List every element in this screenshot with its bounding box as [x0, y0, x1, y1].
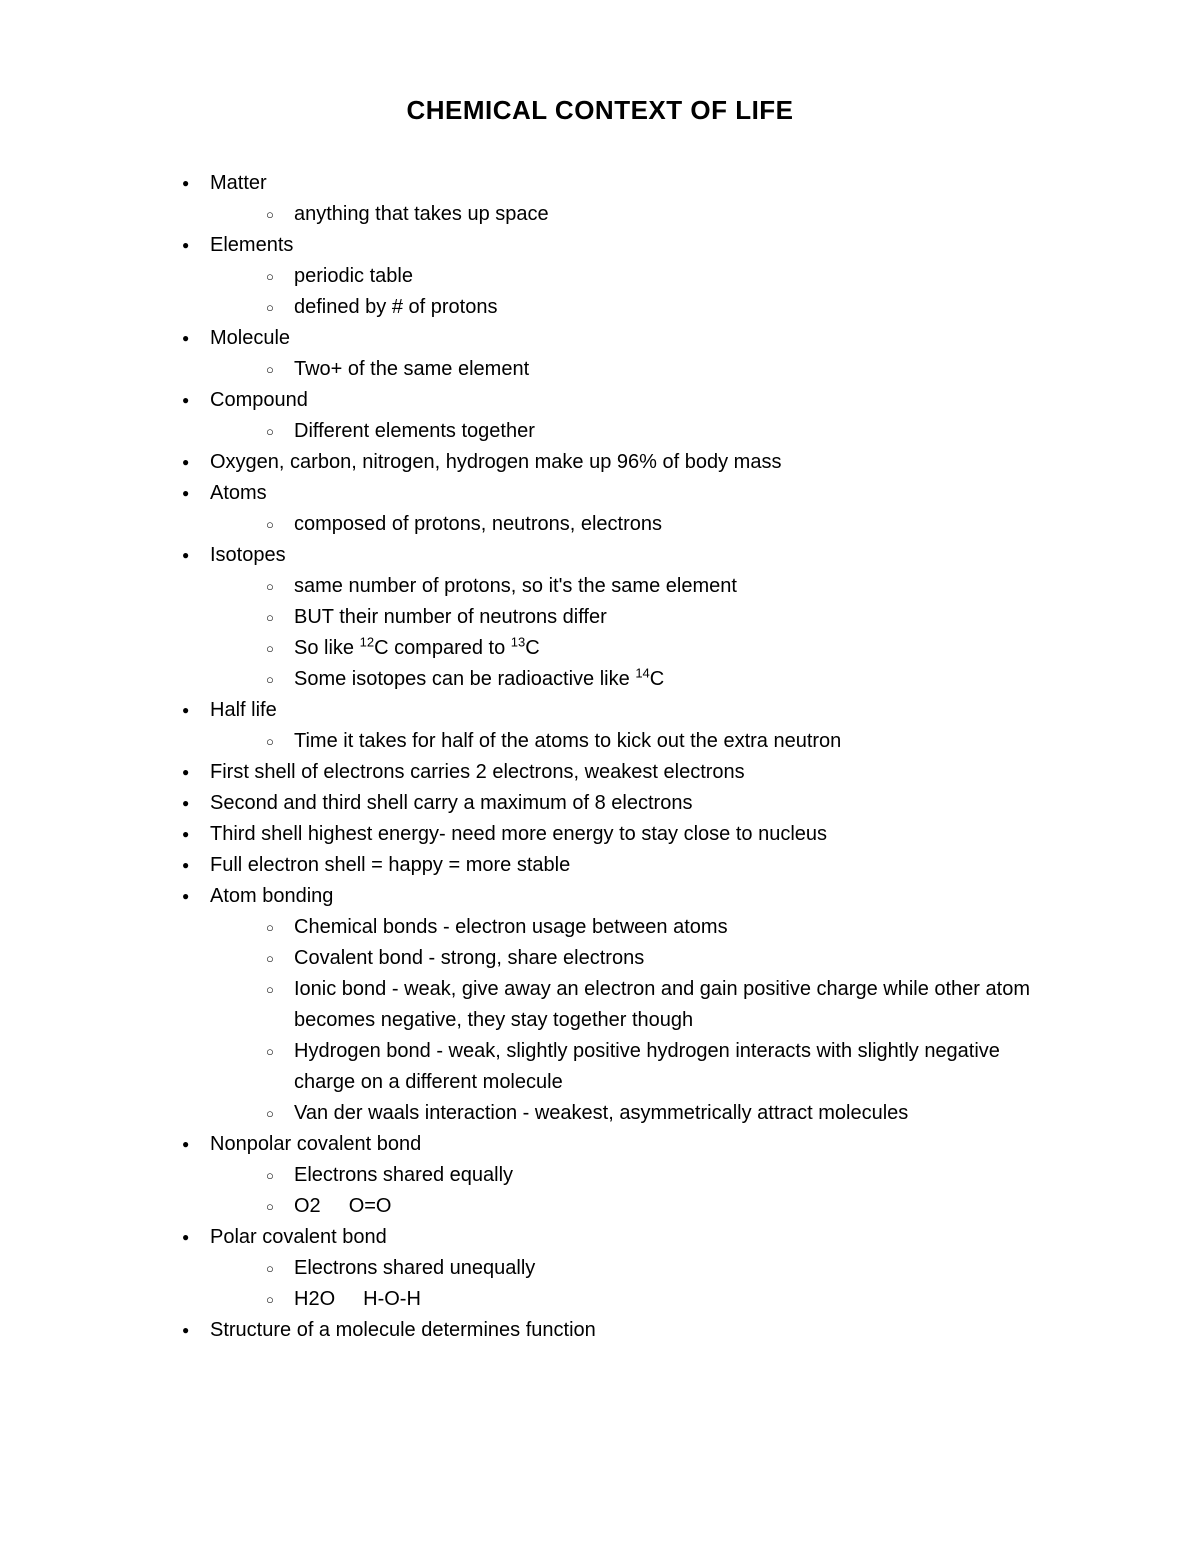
- sub-list: Electrons shared equallyO2O=O: [210, 1160, 1050, 1222]
- list-item-text: Atoms: [210, 482, 267, 504]
- sub-list-item: Different elements together: [266, 416, 1050, 447]
- list-item-text: Oxygen, carbon, nitrogen, hydrogen make …: [210, 451, 781, 473]
- list-item: Atoms composed of protons, neutrons, elec…: [182, 478, 1050, 540]
- sub-list: Different elements together: [210, 416, 1050, 447]
- sub-list: same number of protons, so it's the same…: [210, 571, 1050, 695]
- sub-list-item: Electrons shared equally: [266, 1160, 1050, 1191]
- list-item: Half life Time it takes for half of the a…: [182, 695, 1050, 757]
- list-item: Third shell highest energy- need more en…: [182, 819, 1050, 850]
- sub-list-item: Hydrogen bond - weak, slightly positive …: [266, 1036, 1050, 1098]
- sub-list-item: defined by # of protons: [266, 292, 1050, 323]
- list-item-text: Polar covalent bond: [210, 1226, 387, 1248]
- list-item: Molecule Two+ of the same element: [182, 323, 1050, 385]
- sub-list: Two+ of the same element: [210, 354, 1050, 385]
- list-item: Matter anything that takes up space: [182, 168, 1050, 230]
- list-item: Polar covalent bond Electrons shared uneq…: [182, 1222, 1050, 1315]
- list-item-text: Matter: [210, 172, 267, 194]
- sub-list-item: Chemical bonds - electron usage between …: [266, 912, 1050, 943]
- sub-list: Electrons shared unequallyH2OH-O-H: [210, 1253, 1050, 1315]
- outline-list: Matteranything that takes up spaceElemen…: [150, 168, 1050, 1346]
- sub-list-item: Time it takes for half of the atoms to k…: [266, 726, 1050, 757]
- list-item-text: First shell of electrons carries 2 elect…: [210, 761, 745, 783]
- list-item-text: Third shell highest energy- need more en…: [210, 823, 827, 845]
- list-item: Isotopes same number of protons, so it's …: [182, 540, 1050, 695]
- list-item-text: Compound: [210, 389, 308, 411]
- list-item-text: Second and third shell carry a maximum o…: [210, 792, 692, 814]
- list-item: Oxygen, carbon, nitrogen, hydrogen make …: [182, 447, 1050, 478]
- list-item-text: Isotopes: [210, 544, 286, 566]
- list-item: Full electron shell = happy = more stabl…: [182, 850, 1050, 881]
- sub-list-item: O2O=O: [266, 1191, 1050, 1222]
- sub-list-item: Two+ of the same element: [266, 354, 1050, 385]
- list-item: Atom bonding Chemical bonds - electron us…: [182, 881, 1050, 1129]
- sub-list: Time it takes for half of the atoms to k…: [210, 726, 1050, 757]
- sub-list: Chemical bonds - electron usage between …: [210, 912, 1050, 1129]
- sub-list: anything that takes up space: [210, 199, 1050, 230]
- sub-list-item: H2OH-O-H: [266, 1284, 1050, 1315]
- sub-list-item: Ionic bond - weak, give away an electron…: [266, 974, 1050, 1036]
- page-title: CHEMICAL CONTEXT OF LIFE: [150, 95, 1050, 126]
- list-item-text: Half life: [210, 699, 277, 721]
- list-item: First shell of electrons carries 2 elect…: [182, 757, 1050, 788]
- sub-list-item: periodic table: [266, 261, 1050, 292]
- list-item: Second and third shell carry a maximum o…: [182, 788, 1050, 819]
- sub-list: composed of protons, neutrons, electrons: [210, 509, 1050, 540]
- sub-list-item: same number of protons, so it's the same…: [266, 571, 1050, 602]
- sub-list: periodic tabledefined by # of protons: [210, 261, 1050, 323]
- list-item-text: Molecule: [210, 327, 290, 349]
- sub-list-item: Some isotopes can be radioactive like 14…: [266, 664, 1050, 695]
- sub-list-item: BUT their number of neutrons differ: [266, 602, 1050, 633]
- sub-list-item: Covalent bond - strong, share electrons: [266, 943, 1050, 974]
- list-item: Elements periodic tabledefined by # of pr…: [182, 230, 1050, 323]
- list-item: Compound Different elements together: [182, 385, 1050, 447]
- list-item-text: Full electron shell = happy = more stabl…: [210, 854, 570, 876]
- list-item-text: Nonpolar covalent bond: [210, 1133, 421, 1155]
- list-item: Structure of a molecule determines funct…: [182, 1315, 1050, 1346]
- list-item-text: Structure of a molecule determines funct…: [210, 1319, 596, 1341]
- list-item-text: Elements: [210, 234, 293, 256]
- list-item: Nonpolar covalent bond Electrons shared e…: [182, 1129, 1050, 1222]
- sub-list-item: anything that takes up space: [266, 199, 1050, 230]
- sub-list-item: Van der waals interaction - weakest, asy…: [266, 1098, 1050, 1129]
- sub-list-item: composed of protons, neutrons, electrons: [266, 509, 1050, 540]
- sub-list-item: Electrons shared unequally: [266, 1253, 1050, 1284]
- list-item-text: Atom bonding: [210, 885, 333, 907]
- sub-list-item: So like 12C compared to 13C: [266, 633, 1050, 664]
